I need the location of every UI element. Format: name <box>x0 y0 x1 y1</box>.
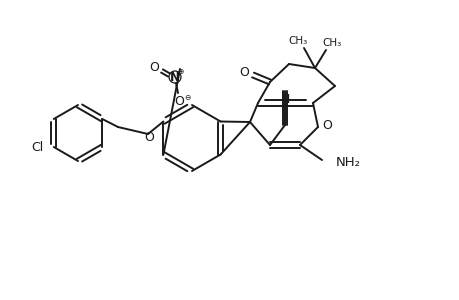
Text: ⊕: ⊕ <box>177 67 183 76</box>
Text: O: O <box>174 94 184 107</box>
Text: O: O <box>144 130 154 143</box>
Text: N: N <box>280 92 289 106</box>
Text: N: N <box>170 70 179 83</box>
Text: CH₃: CH₃ <box>288 36 307 46</box>
Text: Cl: Cl <box>31 140 44 154</box>
Text: O: O <box>321 118 331 131</box>
Text: O: O <box>239 65 248 79</box>
Text: NH₂: NH₂ <box>335 155 360 169</box>
Text: CH₃: CH₃ <box>322 38 341 48</box>
Text: ⊖: ⊖ <box>184 92 190 101</box>
Text: O: O <box>149 61 159 74</box>
